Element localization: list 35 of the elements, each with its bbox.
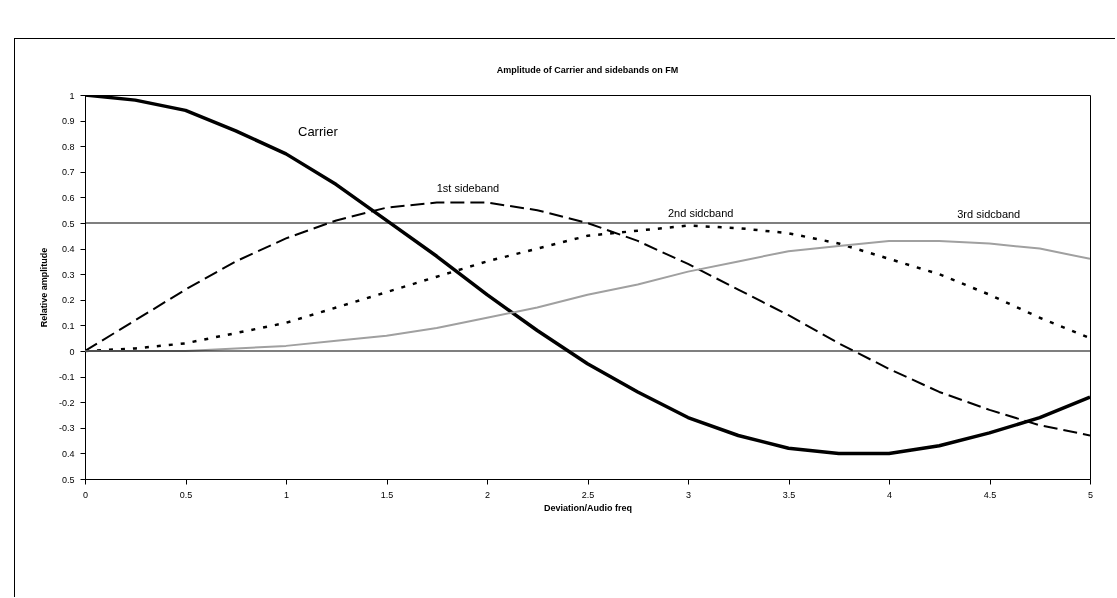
series-label: Carrier	[298, 123, 339, 139]
x-tick-label: 0.5	[179, 489, 193, 500]
chart-title: Amplitude of Carrier and sidebands on FM	[496, 65, 679, 75]
series-label: 1st sideband	[436, 181, 500, 194]
x-tick-label: 4.5	[983, 489, 997, 500]
y-tick-label: 0.2	[61, 295, 75, 306]
x-tick-label: 1.5	[380, 489, 394, 500]
series-label: 2nd sidcband	[668, 206, 734, 219]
x-tick-label: 3.5	[782, 489, 796, 500]
x-axis-title: Deviation/Audio freq	[543, 502, 633, 513]
y-tick-label: 0.1	[61, 320, 75, 331]
y-tick-label: 0.8	[61, 141, 75, 152]
y-tick-label: 0.6	[61, 192, 75, 203]
y-tick-label: 1	[69, 90, 75, 101]
y-tick-label: 0.7	[61, 167, 75, 178]
y-tick-label: 0.5	[61, 218, 75, 229]
y-tick-label: 0.4	[61, 448, 75, 459]
y-axis-title: Relative amplitude	[38, 247, 49, 328]
y-tick-label: 0.4	[61, 244, 75, 255]
y-tick-label: 0	[69, 346, 75, 357]
x-tick-label: 4	[886, 489, 893, 500]
y-tick-label: 0.9	[61, 116, 75, 127]
y-tick-label: -0.2	[58, 397, 75, 408]
chart-frame: 0 0.5 1 1.5 2 2.5 3 3.5 4 4.5 5 Deviation/Audio freq 0.5 0.4 -0.3 -0.2 -0.1 0 0.1 0.2 0.3 0.4 0.5 0.6 0.7 0.8 0.9 1 Relative amplitude Carrier 1st sideband 2nd sidcband 3rd sidcband Amplitude of Carrier and sidebands on FM	[14, 38, 1115, 597]
x-tick-label: 0	[82, 489, 89, 500]
x-tick-label: 2.5	[581, 489, 595, 500]
y-tick-label: 0.5	[61, 474, 75, 485]
y-tick-label: -0.3	[58, 423, 75, 434]
x-tick-label: 3	[685, 489, 692, 500]
y-tick-label: 0.3	[61, 269, 75, 280]
x-tick-label: 1	[283, 489, 290, 500]
x-tick-label: 5	[1087, 489, 1094, 500]
series-label: 3rd sidcband	[957, 207, 1021, 220]
x-tick-label: 2	[484, 489, 491, 500]
y-tick-label: -0.1	[58, 372, 75, 383]
